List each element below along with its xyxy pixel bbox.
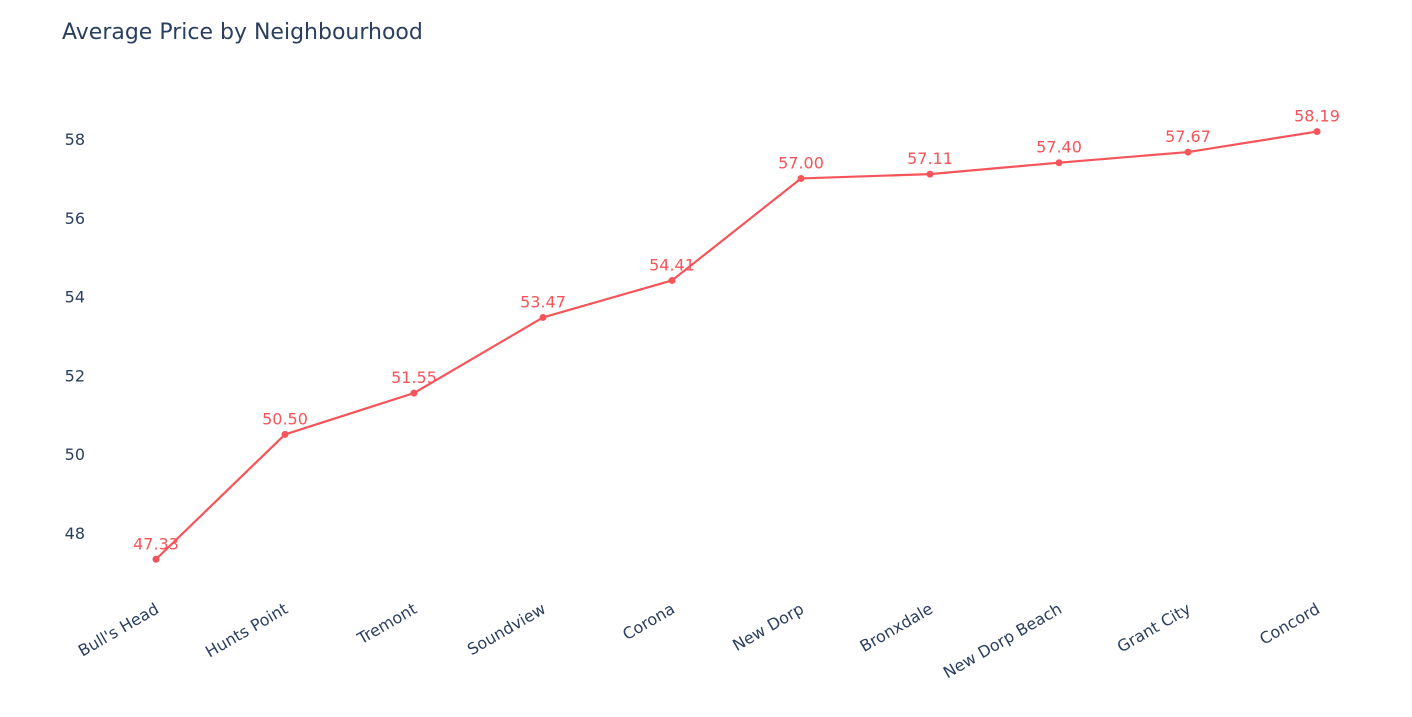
data-label: 57.00	[778, 153, 824, 172]
data-point	[1184, 148, 1192, 156]
data-point	[926, 170, 934, 178]
data-label: 57.67	[1165, 127, 1211, 146]
x-tick-label: Corona	[619, 599, 678, 644]
x-tick-label: Grant City	[1114, 599, 1194, 656]
x-tick-label: Soundview	[464, 599, 549, 659]
data-label: 58.19	[1294, 107, 1340, 126]
y-tick-label: 54	[65, 288, 85, 307]
y-tick-label: 50	[65, 445, 85, 464]
x-axis: Bull's Head Hunts Point Tremont Soundview Co…	[75, 599, 1323, 682]
y-tick-label: 48	[65, 524, 85, 543]
x-tick-label: Bull's Head	[75, 599, 162, 660]
data-label: 57.40	[1036, 138, 1082, 157]
chart-title: Average Price by Neighbourhood	[62, 20, 423, 45]
x-tick-label: Tremont	[353, 599, 420, 649]
x-tick-label: New Dorp Beach	[940, 599, 1065, 682]
data-point	[797, 174, 805, 182]
y-tick-label: 58	[65, 130, 85, 149]
y-tick-label: 52	[65, 366, 85, 385]
data-point	[410, 389, 418, 397]
x-tick-label: New Dorp	[729, 599, 807, 655]
data-point	[539, 313, 547, 321]
x-tick-label: Concord	[1256, 599, 1323, 649]
x-tick-label: Bronxdale	[856, 599, 936, 656]
y-tick-label: 56	[65, 209, 85, 228]
data-label: 54.41	[649, 255, 695, 274]
x-tick-label: Hunts Point	[202, 599, 291, 661]
plot-area: 47.33 50.50 51.55 53.47 54.41 57.00 57.11 57.40…	[133, 107, 1340, 563]
data-point	[152, 555, 160, 563]
data-label: 50.50	[262, 409, 308, 428]
data-point	[1313, 128, 1321, 136]
data-point	[281, 430, 289, 438]
series-line	[155, 130, 1318, 561]
y-axis: 48 50 52 54 56 58	[65, 130, 85, 543]
data-label: 57.11	[907, 149, 953, 168]
data-label: 47.33	[133, 534, 179, 553]
data-point	[668, 276, 676, 284]
data-label: 53.47	[520, 292, 566, 311]
data-point	[1055, 159, 1063, 167]
data-label: 51.55	[391, 368, 437, 387]
